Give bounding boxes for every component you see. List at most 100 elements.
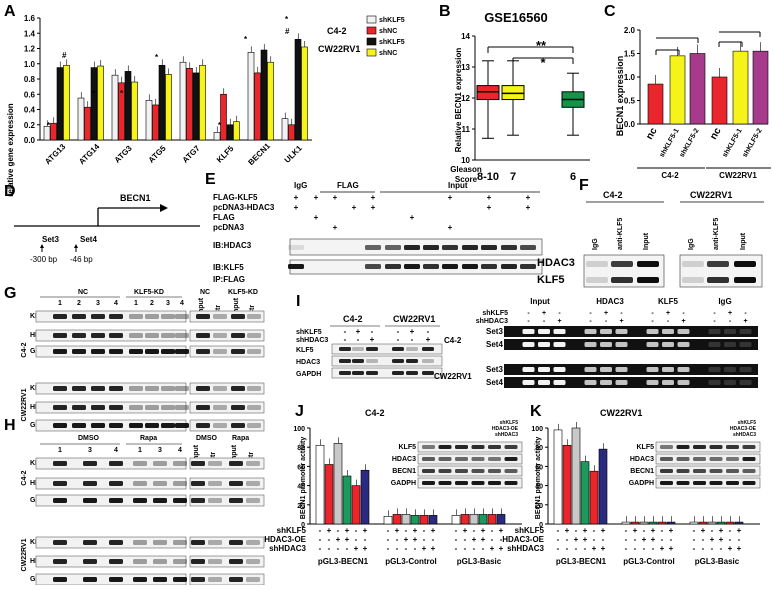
jk-row-mark: +	[431, 544, 436, 553]
band-side	[208, 481, 222, 486]
band-side	[247, 333, 261, 338]
jk-band	[726, 445, 739, 449]
jk-band	[471, 481, 485, 485]
i-chip-mark: +	[557, 318, 561, 325]
jk-row-mark: +	[481, 526, 486, 535]
c-xtick-label: nc	[708, 126, 724, 142]
a-bar	[63, 64, 70, 141]
e-row-mark: +	[352, 203, 357, 212]
col-flag: FLAG	[337, 181, 359, 190]
i-gel-band	[662, 342, 674, 347]
band-side	[208, 498, 222, 503]
e-band-hdac3	[385, 245, 401, 250]
band	[129, 386, 143, 391]
jk-blot-strip	[417, 453, 523, 465]
lane-number: 3	[166, 300, 170, 307]
band-side	[246, 498, 260, 503]
jk-bar	[580, 461, 590, 525]
jk-bar	[392, 514, 402, 525]
jk-band	[660, 481, 673, 485]
f-band-hdac3	[611, 261, 633, 267]
jk-row-mark: -	[464, 535, 467, 544]
band	[175, 349, 189, 354]
jk-group-label: pGL3-Basic	[695, 557, 740, 566]
jk-row-mark: -	[337, 544, 340, 553]
band	[109, 559, 123, 564]
e-band-klf5	[365, 264, 381, 269]
i-chip-col: IgG	[718, 297, 731, 306]
panel-c-sig	[655, 31, 761, 55]
i-chip-mark: -	[558, 310, 561, 317]
e-band-hdac3	[423, 245, 439, 250]
a-bar	[131, 81, 138, 141]
i-chip-mark: -	[667, 318, 670, 325]
jk-group-label: pGL3-BECN1	[556, 557, 607, 566]
ib-klf5: IB:KLF5	[213, 263, 244, 272]
band-side	[196, 314, 210, 319]
lane-number: 4	[178, 447, 182, 454]
jk-row-mark: -	[387, 526, 390, 535]
i-chip-col: Input	[530, 297, 550, 306]
jk-row-mark: -	[575, 544, 578, 553]
panel-label-c: C	[604, 3, 616, 20]
band	[161, 333, 175, 338]
band-side	[231, 386, 245, 391]
e-band-klf5	[520, 264, 536, 269]
jk-row-mark: +	[651, 535, 656, 544]
jk-ytick-label: 20	[535, 503, 543, 510]
jk-band	[660, 457, 673, 461]
panel-label-d: D	[4, 183, 16, 200]
legend-label-3: shKLF5	[379, 39, 405, 46]
band-side	[196, 333, 210, 338]
jk-bar	[689, 521, 699, 525]
a-xtick-label: ATG13	[43, 142, 68, 167]
panel-label-i: I	[296, 293, 300, 310]
jk-row-mark: +	[395, 526, 400, 535]
blot-strip-side	[189, 555, 265, 568]
panel-g-kd: KLF5-KD	[134, 289, 164, 296]
f-lane-label: IgG	[688, 238, 695, 250]
jk-row-mark: +	[472, 535, 477, 544]
lane-number: 1	[138, 447, 142, 454]
jk-bar	[496, 514, 506, 525]
legend-swatch-2	[366, 26, 377, 35]
band	[175, 386, 189, 391]
jk-row-mark: -	[423, 535, 426, 544]
jk-row-mark: +	[601, 544, 606, 553]
a-annotation: *	[155, 53, 159, 62]
jk-row-mark: +	[404, 535, 409, 544]
i-gel-band	[522, 367, 535, 372]
band	[161, 386, 175, 391]
jk-row-mark: -	[455, 526, 458, 535]
i-gel-band	[739, 367, 752, 372]
i-gel-strip	[504, 364, 758, 375]
jk-band	[488, 445, 501, 449]
e-row-mark: +	[294, 193, 299, 202]
panel-h-side-dmso: DMSO	[196, 435, 218, 442]
jk-bar	[333, 443, 343, 525]
jk-row-mark: -	[625, 544, 628, 553]
i-blot-strip	[331, 355, 443, 367]
jk-row-mark: +	[565, 526, 570, 535]
a-annotation: *	[92, 89, 96, 98]
band	[173, 498, 187, 503]
i-mark: +	[426, 335, 431, 344]
a-bar	[220, 93, 227, 141]
band-side	[191, 461, 205, 466]
jk-group-label: pGL3-BECN1	[318, 557, 369, 566]
jk-row-mark: -	[346, 544, 349, 553]
jk-row-label: shKLF5	[277, 526, 307, 535]
i-gel-strip	[504, 326, 758, 337]
c-bar	[669, 55, 686, 125]
band	[53, 405, 67, 410]
i-chip-rowlabel: Set3	[486, 365, 503, 374]
jk-row-mark: -	[738, 535, 741, 544]
e-row-label: FLAG	[213, 213, 235, 222]
c-ytick-label: 0.0	[624, 120, 636, 129]
a-annotation: *	[120, 89, 124, 98]
panel-a-xlabels: ATG13 ATG14 ATG3 ATG5 ATG7 KLF5 BECN1 ULK1	[43, 141, 304, 167]
c-bar	[711, 76, 728, 125]
i-chip-rowlabel: Set4	[486, 378, 503, 387]
band-side	[213, 423, 227, 428]
